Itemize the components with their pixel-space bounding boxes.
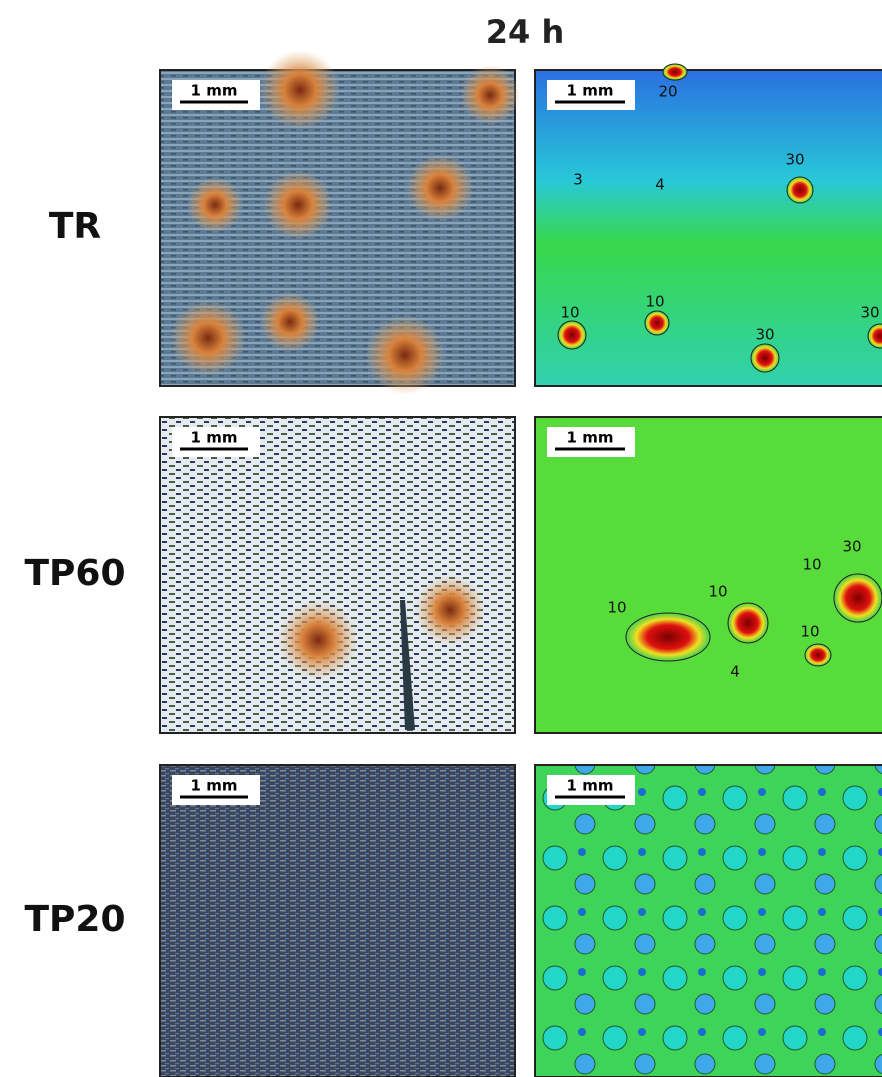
scale-label: 1 mm xyxy=(191,82,238,100)
row-label: TR xyxy=(49,206,101,247)
map-panel: 1 mm 20 3 4 30 10 10 30 30 xyxy=(535,64,882,386)
optical-panel: 1 mm xyxy=(160,50,520,395)
potential-peak xyxy=(834,574,882,622)
optical-panel: 1 mm xyxy=(160,765,515,1077)
contour-label: 3 xyxy=(573,171,583,189)
corrosion-spot xyxy=(406,154,474,222)
corrosion-spot xyxy=(263,170,333,240)
contour-label: 10 xyxy=(645,293,664,311)
contour-label: 20 xyxy=(658,83,677,101)
row-label: TP60 xyxy=(24,553,125,594)
corrosion-spot xyxy=(365,315,445,395)
contour-label: 10 xyxy=(802,556,821,574)
potential-peak xyxy=(787,177,813,203)
corrosion-spot xyxy=(170,300,246,376)
panel-bg xyxy=(160,417,515,733)
potential-peak xyxy=(805,644,831,666)
potential-peak xyxy=(751,344,779,372)
potential-peak xyxy=(728,603,768,643)
contour-label: 4 xyxy=(730,663,740,681)
contour-label: 30 xyxy=(842,538,861,556)
scale-label: 1 mm xyxy=(567,82,614,100)
contour-label: 10 xyxy=(708,583,727,601)
contour-label: 10 xyxy=(607,599,626,617)
panel-bg xyxy=(535,765,882,1077)
scale-label: 1 mm xyxy=(567,777,614,795)
potential-peak xyxy=(558,321,586,349)
corrosion-spot xyxy=(260,50,340,130)
contour-label: 30 xyxy=(755,326,774,344)
panel-bg xyxy=(535,417,882,733)
corrosion-spot xyxy=(278,600,358,680)
map-panel: 1 mm xyxy=(535,765,882,1077)
optical-panel: 1 mm xyxy=(160,417,515,733)
scale-label: 1 mm xyxy=(191,777,238,795)
figure: 24 hTR1 mm1 mm20343010103030TP601 mm1 mm… xyxy=(0,0,882,1077)
title: 24 h xyxy=(486,13,564,51)
map-panel: 1 mm 10 10 10 4 10 30 xyxy=(535,417,882,733)
contour-label: 30 xyxy=(860,304,879,322)
corrosion-spot xyxy=(187,177,243,233)
panel-bg xyxy=(160,765,515,1077)
corrosion-spot xyxy=(415,575,485,645)
potential-peak xyxy=(645,311,669,335)
contour-label: 10 xyxy=(560,304,579,322)
row-label: TP20 xyxy=(24,899,125,940)
contour-label: 10 xyxy=(800,623,819,641)
scale-label: 1 mm xyxy=(191,429,238,447)
contour-label: 30 xyxy=(785,151,804,169)
contour-label: 4 xyxy=(655,176,665,194)
potential-peak xyxy=(626,613,710,661)
panel-bg xyxy=(535,70,882,386)
potential-peak xyxy=(663,64,687,80)
corrosion-spot xyxy=(260,292,320,352)
scale-label: 1 mm xyxy=(567,429,614,447)
corrosion-spot xyxy=(460,65,520,125)
